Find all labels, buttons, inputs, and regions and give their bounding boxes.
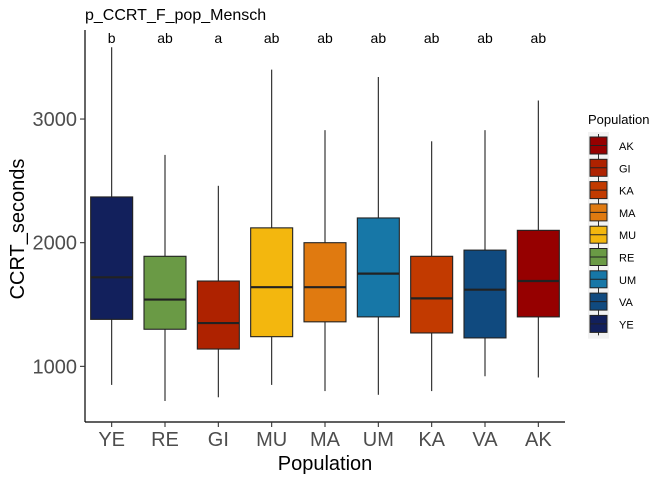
legend-title: Population — [588, 112, 649, 127]
box-um: ab — [356, 30, 400, 395]
iqr-box — [303, 242, 347, 323]
box-re: ab — [143, 30, 187, 401]
x-tick-label: GI — [208, 429, 229, 451]
x-axis-ticks: YE RE GI MU MA UM KA VA AK — [98, 422, 552, 451]
legend-entry-label: RE — [619, 253, 634, 265]
legend-entry-label: UM — [619, 275, 636, 287]
box-ak: ab — [516, 30, 560, 378]
y-axis-ticks: 1000 2000 3000 — [33, 109, 85, 378]
x-tick-label: MA — [310, 429, 341, 451]
plot-title: p_CCRT_F_pop_Mensch — [85, 7, 266, 24]
iqr-box — [250, 227, 294, 338]
box-gi: a — [196, 30, 240, 398]
legend-entry-ak: AK — [589, 134, 634, 157]
legend-entry-va: VA — [589, 290, 634, 314]
x-axis-title: Population — [278, 453, 373, 475]
iqr-box — [410, 255, 454, 334]
x-tick-label: AK — [525, 429, 552, 451]
y-tick-label: 1000 — [33, 356, 78, 378]
iqr-box — [90, 196, 134, 320]
legend-entry-label: MA — [619, 208, 636, 220]
box-ye: b — [90, 30, 134, 385]
legend-entry-ka: KA — [589, 178, 634, 202]
legend-entry-label: AK — [619, 141, 634, 153]
legend-entry-gi: GI — [589, 156, 631, 180]
x-tick-label: RE — [151, 429, 179, 451]
legend-entry-um: UM — [589, 267, 636, 291]
significance-label: ab — [317, 30, 333, 46]
iqr-box — [143, 255, 187, 330]
y-axis-title: CCRT_seconds — [7, 159, 29, 300]
legend: Population AK GI KA MA MU RE UM VA YE — [588, 112, 649, 339]
significance-label: ab — [424, 30, 440, 46]
x-tick-label: YE — [98, 429, 125, 451]
x-tick-label: KA — [418, 429, 445, 451]
iqr-box — [356, 217, 400, 318]
x-tick-label: VA — [472, 429, 498, 451]
iqr-box — [516, 229, 560, 318]
x-tick-label: UM — [363, 429, 394, 451]
y-tick-label: 2000 — [33, 233, 78, 255]
significance-label: ab — [531, 30, 547, 46]
legend-entry-ye: YE — [589, 312, 634, 336]
legend-entry-label: YE — [619, 319, 634, 331]
legend-entry-mu: MU — [589, 223, 636, 247]
significance-label: ab — [477, 30, 493, 46]
legend-entry-label: VA — [619, 297, 634, 309]
box-ka: ab — [410, 30, 454, 392]
legend-entry-ma: MA — [589, 200, 636, 224]
significance-label: ab — [371, 30, 387, 46]
iqr-box — [196, 280, 240, 350]
box-va: ab — [463, 30, 507, 377]
iqr-box — [463, 249, 507, 339]
x-tick-label: MU — [256, 429, 287, 451]
legend-entry-re: RE — [589, 245, 634, 269]
box-mu: ab — [250, 30, 294, 385]
y-tick-label: 3000 — [33, 109, 78, 131]
legend-entry-label: GI — [619, 163, 631, 175]
significance-label: ab — [157, 30, 173, 46]
plot-area: b ab a ab ab ab ab ab ab — [90, 30, 560, 401]
box-ma: ab — [303, 30, 347, 392]
legend-entry-label: KA — [619, 186, 634, 198]
significance-label: a — [214, 30, 222, 46]
legend-entry-label: MU — [619, 230, 636, 242]
significance-label: ab — [264, 30, 280, 46]
significance-label: b — [108, 30, 116, 46]
